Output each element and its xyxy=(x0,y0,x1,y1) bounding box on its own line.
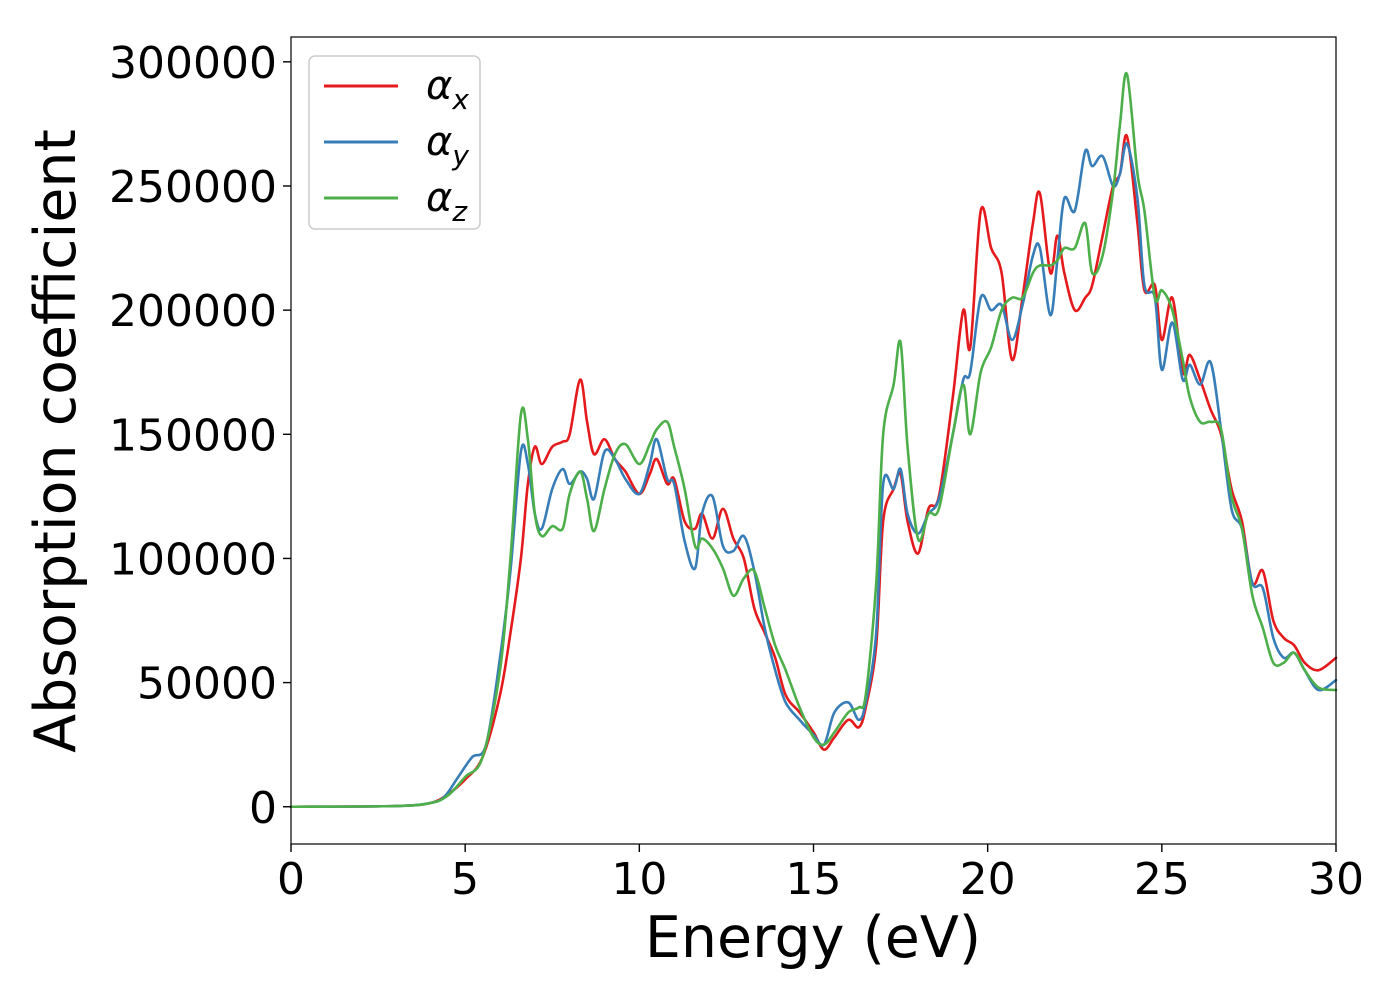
y-tick-label: 300000 xyxy=(109,38,277,89)
x-tick-label: 0 xyxy=(277,854,305,905)
x-axis-label: Energy (eV) xyxy=(645,905,981,971)
legend-label-subscript: z xyxy=(451,195,468,228)
legend-label-y: αy xyxy=(426,119,469,172)
y-axis-ticks: 0 50000 100000 150000 200000 250000 300000 xyxy=(109,38,291,834)
y-axis-label: Absorption coefficient xyxy=(23,129,89,753)
legend-label-base: α xyxy=(426,63,452,109)
y-tick-label: 200000 xyxy=(109,286,277,337)
x-tick-label: 20 xyxy=(960,854,1016,905)
legend-label-base: α xyxy=(426,175,452,221)
legend-label-z: αz xyxy=(426,175,468,228)
series-line-y xyxy=(289,142,1338,809)
y-tick-label: 100000 xyxy=(109,534,277,585)
y-tick-label: 250000 xyxy=(109,162,277,213)
legend-label-subscript: x xyxy=(451,83,469,116)
y-tick-label: 0 xyxy=(249,783,277,834)
x-tick-label: 10 xyxy=(611,854,667,905)
y-tick-label: 50000 xyxy=(137,659,277,710)
series-line-z xyxy=(289,71,1338,809)
x-tick-label: 25 xyxy=(1134,854,1190,905)
y-tick-label: 150000 xyxy=(109,410,277,461)
legend-label-x: αx xyxy=(426,63,469,116)
x-axis-ticks: 0 5 10 15 20 25 30 xyxy=(277,844,1364,905)
x-tick-label: 15 xyxy=(786,854,842,905)
x-tick-label: 30 xyxy=(1308,854,1364,905)
series-layer xyxy=(289,71,1338,809)
legend-label-base: α xyxy=(426,119,452,165)
legend-label-subscript: y xyxy=(451,139,469,172)
x-tick-label: 5 xyxy=(451,854,479,905)
